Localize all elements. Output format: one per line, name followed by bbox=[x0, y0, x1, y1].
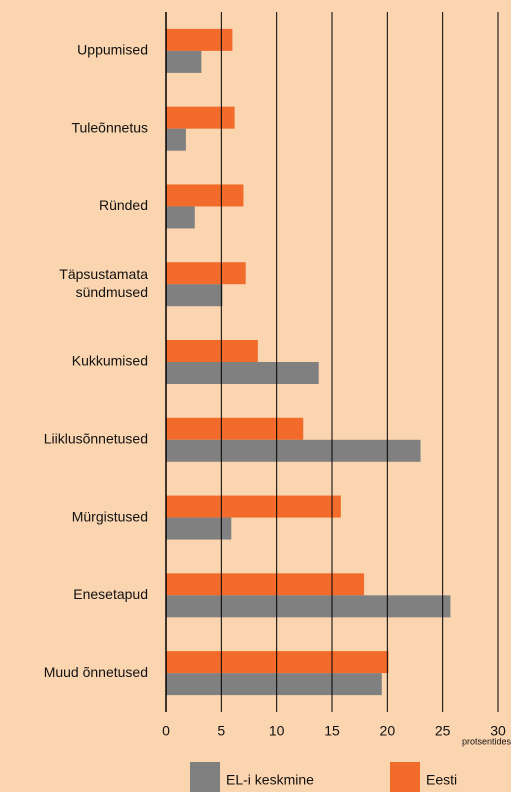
bar bbox=[166, 184, 244, 207]
bar bbox=[166, 495, 341, 518]
category-label: Muud õnnetused bbox=[44, 664, 148, 680]
bar bbox=[166, 340, 258, 362]
category-label: Täpsustamata sündmused bbox=[59, 266, 148, 300]
category-label: Liiklusõnnetused bbox=[44, 430, 148, 446]
x-tick-label: 25 bbox=[435, 723, 451, 739]
category-label: Mürgistused bbox=[72, 508, 148, 524]
bar bbox=[166, 439, 421, 462]
x-tick-label: 10 bbox=[269, 723, 285, 739]
bar bbox=[166, 517, 232, 540]
bar bbox=[166, 573, 365, 596]
legend-swatch bbox=[390, 762, 420, 792]
bar bbox=[166, 362, 319, 384]
bar bbox=[166, 50, 202, 73]
x-tick-label: 30 bbox=[490, 723, 506, 739]
bar bbox=[166, 262, 246, 285]
bar bbox=[166, 595, 451, 618]
category-label: Uppumised bbox=[77, 42, 148, 58]
bar bbox=[166, 106, 235, 129]
bar bbox=[166, 673, 382, 696]
bar bbox=[166, 284, 223, 307]
legend-swatch bbox=[190, 762, 220, 792]
x-tick-label: 5 bbox=[217, 723, 225, 739]
category-label: Tuleõnnetus bbox=[71, 119, 148, 135]
bar bbox=[166, 28, 233, 51]
legend-label: Eesti bbox=[426, 772, 457, 788]
legend-label: EL-i keskmine bbox=[226, 772, 314, 788]
x-axis-label: protsentides bbox=[462, 736, 511, 746]
category-label: Kukkumised bbox=[72, 353, 148, 369]
bar bbox=[166, 417, 304, 440]
x-tick-label: 20 bbox=[380, 723, 396, 739]
x-tick-label: 15 bbox=[324, 723, 340, 739]
category-label: Ründed bbox=[99, 197, 148, 213]
bar bbox=[166, 128, 186, 151]
bar bbox=[166, 206, 195, 229]
category-label: Enesetapud bbox=[73, 586, 148, 602]
bar bbox=[166, 651, 389, 674]
x-tick-label: 0 bbox=[162, 723, 170, 739]
